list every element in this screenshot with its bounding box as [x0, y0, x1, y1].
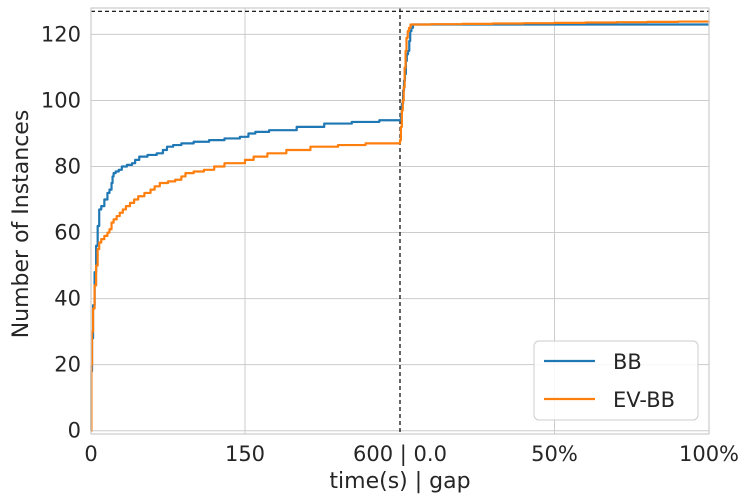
- y-tick-label: 100: [41, 88, 81, 112]
- y-axis-title: Number of Instances: [9, 110, 34, 339]
- y-tick-label: 80: [54, 155, 81, 179]
- series-lines: [90, 20, 711, 432]
- series-line-bb: [90, 23, 709, 432]
- tick-labels: 0 20 40 60 80 100 120 0 150 600 | 0.0 50% 100%: [41, 22, 739, 467]
- reference-lines: [91, 8, 709, 434]
- x-tick-label: 0: [84, 442, 97, 466]
- y-tick-label: 40: [54, 287, 81, 311]
- x-tick-label: 150: [225, 442, 265, 466]
- series-line-ev-bb: [90, 20, 711, 432]
- y-tick-label: 120: [41, 22, 81, 46]
- legend-label-ev-bb: EV-BB: [613, 388, 675, 412]
- y-tick-label: 0: [68, 419, 81, 443]
- legend: BB EV-BB: [533, 340, 699, 421]
- y-tick-label: 20: [54, 353, 81, 377]
- y-tick-label: 60: [54, 221, 81, 245]
- x-tick-label: 50%: [531, 442, 578, 466]
- x-axis-title: time(s) | gap: [329, 469, 470, 494]
- x-tick-label: 100%: [679, 442, 739, 466]
- x-tick-label: 600 | 0.0: [353, 442, 447, 467]
- plot-frame: [90, 7, 710, 435]
- legend-label-bb: BB: [613, 350, 642, 374]
